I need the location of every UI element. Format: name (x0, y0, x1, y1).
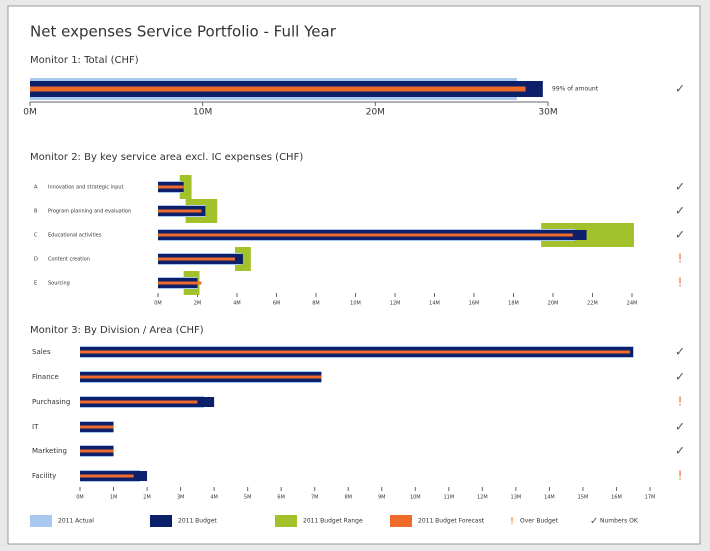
x-tick-label: 10M (193, 108, 212, 118)
x-tick-label: 0M (23, 108, 37, 118)
x-tick-label: 20M (366, 108, 385, 118)
category-code: B (34, 209, 38, 215)
x-tick-label: 16M (469, 301, 480, 307)
forecast-bar (158, 185, 184, 189)
annotation: 99% of amount (552, 86, 599, 93)
x-tick-label: 7M (311, 495, 319, 501)
forecast-bar (158, 233, 573, 237)
x-tick-label: 5M (244, 495, 252, 501)
category-label: Sourcing (48, 281, 70, 287)
legend-label: 2011 Budget Range (303, 518, 363, 525)
category-label: Program planning and evaluation (48, 209, 131, 215)
x-tick-label: 4M (233, 301, 241, 307)
x-tick-label: 16M (611, 495, 622, 501)
budget-range (179, 175, 192, 199)
status: ✓ (675, 420, 685, 434)
category-label: Finance (32, 373, 59, 381)
status: ✓ (675, 204, 685, 218)
x-tick-label: 6M (273, 301, 281, 307)
category-label: Innovation and strategic input (48, 185, 124, 191)
forecast-bar (80, 350, 630, 354)
x-tick-label: 10M (350, 301, 361, 307)
x-tick-label: 8M (312, 301, 320, 307)
x-tick-label: 2M (143, 495, 151, 501)
forecast-bar (158, 257, 236, 261)
legend-label: 2011 Budget Forecast (418, 518, 485, 525)
x-tick-label: 2M (194, 301, 202, 307)
x-tick-label: 11M (443, 495, 454, 501)
x-tick-label: 12M (390, 301, 401, 307)
x-tick-label: 12M (477, 495, 488, 501)
forecast-bar (80, 449, 114, 453)
forecast-bar (80, 375, 322, 379)
forecast-bar (30, 86, 526, 92)
status: ✓ (675, 444, 685, 458)
chart-title: Monitor 3: By Division / Area (CHF) (30, 325, 204, 336)
legend-swatch (390, 515, 412, 527)
legend-swatch (150, 515, 172, 527)
status: ✓ (675, 82, 685, 96)
category-code: A (34, 185, 38, 191)
chart-title: Monitor 2: By key service area excl. IC … (30, 152, 303, 163)
status: ✓ (675, 228, 685, 242)
category-label: Sales (32, 348, 51, 356)
x-tick-label: 9M (378, 495, 386, 501)
x-tick-label: 10M (410, 495, 421, 501)
category-label: Content creation (48, 257, 90, 263)
forecast-bar (80, 400, 198, 404)
forecast-bar (158, 281, 202, 285)
status: ! (678, 395, 683, 409)
legend-label: Over Budget (520, 518, 559, 525)
forecast-bar (80, 425, 114, 429)
category-label: Educational activities (48, 233, 102, 239)
x-tick-label: 20M (548, 301, 559, 307)
status: ! (678, 252, 683, 266)
chart-title: Monitor 1: Total (CHF) (30, 55, 139, 66)
category-label: Purchasing (32, 398, 70, 406)
x-tick-label: 15M (578, 495, 589, 501)
x-tick-label: 0M (154, 301, 162, 307)
legend-label: 2011 Budget (178, 518, 217, 525)
category-label: Marketing (32, 447, 67, 455)
x-tick-label: 3M (177, 495, 185, 501)
legend-symbol: ✓ (590, 516, 598, 527)
x-tick-label: 13M (511, 495, 522, 501)
forecast-bar (158, 209, 202, 213)
legend-symbol: ! (510, 516, 514, 527)
legend-swatch (275, 515, 297, 527)
category-code: E (34, 281, 37, 287)
legend-swatch (30, 515, 52, 527)
x-tick-label: 6M (277, 495, 285, 501)
category-code: D (34, 257, 38, 263)
x-tick-label: 30M (538, 108, 557, 118)
x-tick-label: 24M (627, 301, 638, 307)
category-label: Facility (32, 472, 56, 480)
x-tick-label: 14M (429, 301, 440, 307)
x-tick-label: 0M (76, 495, 84, 501)
x-tick-label: 1M (110, 495, 118, 501)
legend-label: Numbers OK (600, 518, 639, 525)
x-tick-label: 4M (210, 495, 218, 501)
status: ✓ (675, 345, 685, 359)
x-tick-label: 17M (645, 495, 656, 501)
x-tick-label: 14M (544, 495, 555, 501)
category-code: C (34, 233, 38, 239)
page-title: Net expenses Service Portfolio - Full Ye… (30, 23, 337, 41)
status: ! (678, 469, 683, 483)
legend-label: 2011 Actual (58, 518, 94, 525)
x-tick-label: 8M (344, 495, 352, 501)
x-tick-label: 22M (587, 301, 598, 307)
x-tick-label: 18M (508, 301, 519, 307)
status: ✓ (675, 370, 685, 384)
category-label: IT (32, 423, 39, 431)
status: ! (678, 276, 683, 290)
forecast-bar (80, 474, 134, 478)
status: ✓ (675, 180, 685, 194)
